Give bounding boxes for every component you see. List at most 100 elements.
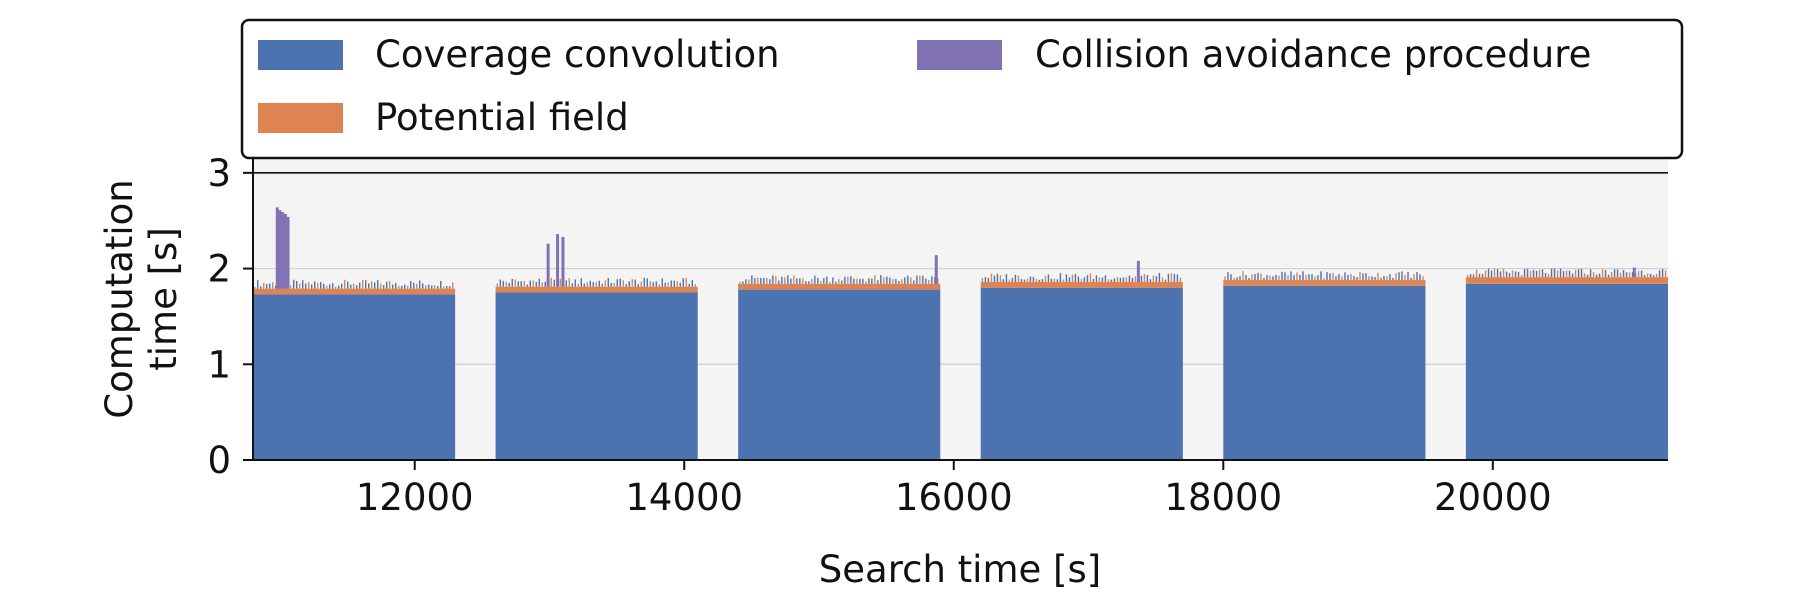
bar-jitter-2-38 (853, 278, 855, 284)
bar-jitter-3-23 (1050, 278, 1053, 282)
bar-jitter-4-58 (1398, 272, 1400, 281)
bar-jitter-2-36 (847, 276, 849, 284)
bar-jitter-2-42 (865, 281, 867, 284)
bar-jitter-0-0 (254, 286, 256, 289)
bar-jitter-3-27 (1062, 279, 1065, 282)
y-axis-label-line-1: Computation (98, 179, 141, 419)
bar-jitter-2-2 (745, 279, 747, 284)
bar-jitter-0-32 (350, 284, 352, 289)
bar-jitter-4-22 (1290, 271, 1292, 281)
bar-jitter-2-43 (868, 278, 870, 284)
bar-jitter-3-66 (1179, 277, 1182, 282)
bar-jitter-4-35 (1329, 273, 1331, 281)
bar-potential-field-2 (738, 283, 941, 290)
bar-jitter-2-33 (838, 279, 840, 284)
bar-jitter-0-60 (434, 285, 436, 289)
bar-jitter-5-29 (1553, 268, 1556, 278)
bar-jitter-4-46 (1362, 273, 1364, 281)
bar-jitter-4-53 (1383, 275, 1385, 281)
bar-jitter-4-50 (1374, 277, 1376, 281)
bar-jitter-0-59 (431, 285, 433, 289)
bar-jitter-4-32 (1320, 271, 1322, 281)
bar-jitter-0-40 (374, 282, 376, 289)
bar-jitter-5-0 (1466, 274, 1469, 278)
bar-jitter-1-42 (622, 280, 624, 287)
bar-coverage-convolution-4 (1223, 285, 1426, 460)
spike-collision-avoidance-8 (934, 255, 938, 284)
bar-jitter-3-63 (1170, 273, 1173, 282)
bar-jitter-5-49 (1613, 269, 1616, 278)
bar-jitter-1-5 (511, 278, 513, 287)
bar-jitter-4-51 (1377, 272, 1379, 281)
bar-jitter-5-13 (1505, 271, 1508, 278)
bar-jitter-5-21 (1529, 270, 1532, 278)
bar-jitter-2-19 (796, 278, 798, 284)
bar-jitter-1-52 (652, 282, 654, 287)
bar-jitter-3-32 (1077, 276, 1080, 282)
bar-jitter-2-46 (877, 280, 879, 284)
spike-collision-avoidance-5 (546, 243, 550, 287)
bar-jitter-0-4 (266, 284, 268, 289)
bar-jitter-1-13 (535, 281, 537, 287)
bar-jitter-3-49 (1128, 275, 1131, 282)
bar-jitter-0-52 (410, 280, 412, 289)
bar-jitter-5-41 (1589, 269, 1592, 278)
bar-jitter-5-27 (1547, 273, 1550, 278)
y-tick-label-3: 3 (207, 152, 231, 195)
bar-jitter-0-3 (263, 282, 265, 289)
bar-jitter-5-32 (1562, 271, 1565, 278)
bar-jitter-5-22 (1532, 269, 1535, 278)
bar-jitter-5-43 (1595, 274, 1598, 278)
bar-jitter-3-51 (1134, 276, 1137, 282)
bar-jitter-3-58 (1155, 276, 1158, 282)
bar-jitter-4-9 (1251, 274, 1253, 281)
bar-jitter-3-56 (1149, 279, 1152, 282)
bar-jitter-2-34 (841, 280, 843, 284)
bar-jitter-2-18 (793, 275, 795, 284)
bar-jitter-4-44 (1356, 276, 1358, 281)
bar-jitter-5-44 (1598, 273, 1601, 278)
bar-potential-field-0 (253, 288, 456, 295)
bar-jitter-3-12 (1017, 275, 1020, 282)
bar-jitter-0-31 (347, 281, 349, 289)
bar-jitter-2-31 (832, 277, 834, 284)
bar-jitter-2-6 (757, 277, 759, 284)
bar-jitter-3-43 (1110, 279, 1113, 282)
bar-jitter-3-31 (1074, 274, 1077, 282)
bar-jitter-3-2 (987, 277, 990, 282)
bar-jitter-5-39 (1583, 273, 1586, 278)
bar-jitter-1-0 (496, 283, 498, 287)
bar-jitter-5-11 (1499, 271, 1502, 278)
bar-jitter-2-28 (823, 278, 825, 284)
bar-jitter-2-21 (802, 278, 804, 284)
bar-jitter-3-40 (1101, 277, 1104, 282)
bar-jitter-1-11 (529, 280, 531, 287)
bar-jitter-1-31 (589, 280, 591, 287)
x-tick-label-14000: 14000 (625, 476, 743, 519)
bar-jitter-3-59 (1158, 272, 1161, 282)
bar-jitter-3-57 (1152, 275, 1155, 282)
bar-jitter-1-26 (574, 279, 576, 287)
bar-jitter-1-64 (688, 283, 690, 287)
bar-jitter-5-1 (1469, 274, 1472, 278)
bar-jitter-4-2 (1230, 274, 1232, 281)
bar-jitter-0-12 (290, 285, 292, 289)
bar-jitter-4-14 (1266, 275, 1268, 281)
bar-jitter-1-55 (661, 278, 663, 287)
bar-jitter-2-52 (895, 278, 897, 284)
bar-jitter-2-54 (901, 279, 903, 284)
bar-jitter-3-8 (1005, 274, 1008, 282)
bar-jitter-2-40 (859, 278, 861, 284)
bar-jitter-4-1 (1227, 272, 1229, 281)
bar-jitter-5-31 (1559, 268, 1562, 278)
y-axis-label: Computation time [s] (98, 179, 185, 419)
bar-jitter-0-15 (299, 283, 301, 289)
bar-jitter-0-62 (440, 280, 442, 289)
bar-jitter-5-26 (1544, 272, 1547, 278)
spike-collision-avoidance-4 (286, 216, 290, 289)
bar-jitter-0-1 (257, 280, 259, 289)
bar-jitter-2-48 (883, 277, 885, 284)
legend: Coverage convolution Potential field Col… (240, 18, 1684, 160)
bar-jitter-1-10 (526, 284, 528, 287)
bar-jitter-3-10 (1011, 277, 1014, 282)
